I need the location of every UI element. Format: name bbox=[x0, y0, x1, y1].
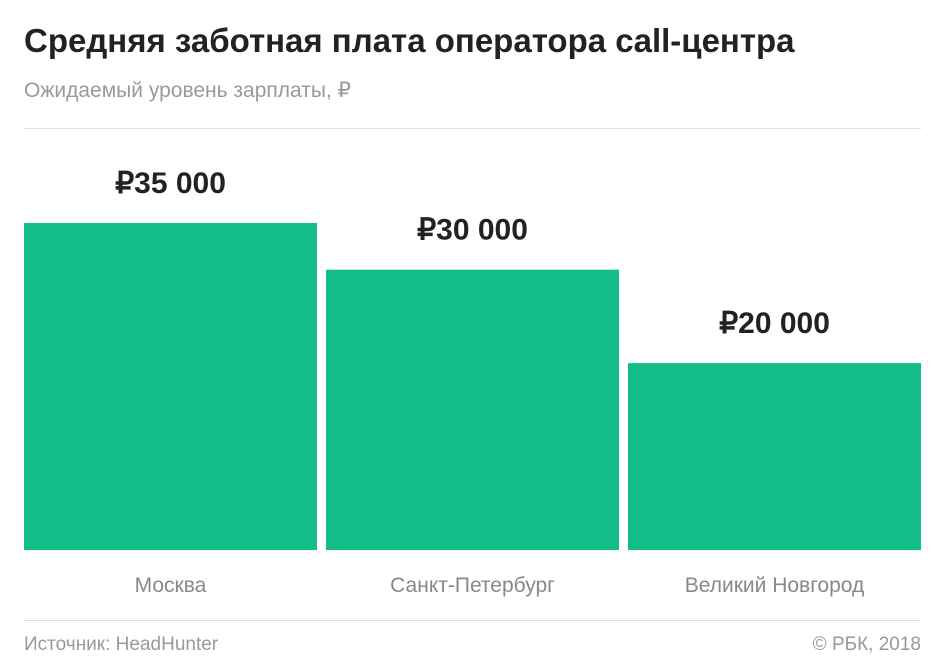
bottom-divider bbox=[24, 620, 921, 621]
chart-subtitle: Ожидаемый уровень зарплаты, ₽ bbox=[24, 79, 351, 102]
category-label-1: Санкт-Петербург bbox=[390, 574, 555, 597]
source-note: Источник: HeadHunter bbox=[24, 634, 219, 655]
value-label-1: ₽30 000 bbox=[417, 214, 528, 247]
bar-2 bbox=[628, 363, 921, 550]
top-divider bbox=[24, 128, 921, 129]
copyright-note: © РБК, 2018 bbox=[812, 634, 921, 655]
category-label-0: Москва bbox=[135, 574, 207, 597]
chart-title: Средняя заботная плата оператора call-це… bbox=[24, 22, 795, 59]
value-label-0: ₽35 000 bbox=[115, 167, 226, 200]
value-label-2: ₽20 000 bbox=[719, 307, 830, 340]
bar-1 bbox=[326, 269, 619, 550]
category-label-2: Великий Новгород bbox=[685, 574, 864, 597]
bar-0 bbox=[24, 223, 317, 550]
